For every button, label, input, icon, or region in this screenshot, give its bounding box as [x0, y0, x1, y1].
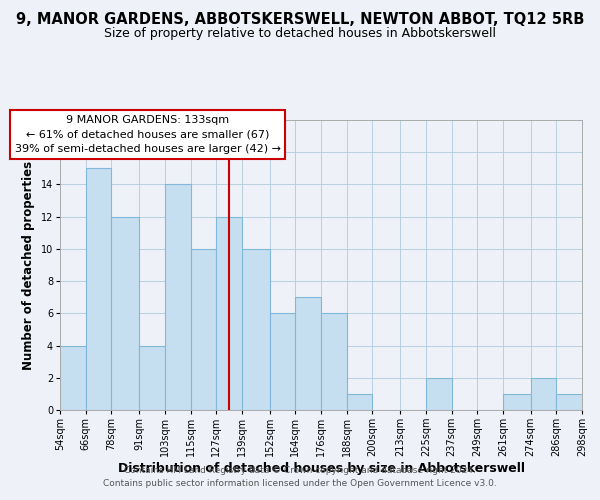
Bar — [347, 394, 373, 410]
Bar — [86, 168, 112, 410]
Bar — [556, 394, 582, 410]
Bar — [191, 249, 216, 410]
Bar — [60, 346, 86, 410]
Text: Size of property relative to detached houses in Abbotskerswell: Size of property relative to detached ho… — [104, 28, 496, 40]
X-axis label: Distribution of detached houses by size in Abbotskerswell: Distribution of detached houses by size … — [118, 462, 524, 475]
Bar — [165, 184, 191, 410]
Bar — [426, 378, 452, 410]
Bar — [295, 297, 321, 410]
Y-axis label: Number of detached properties: Number of detached properties — [22, 160, 35, 370]
Bar — [112, 216, 139, 410]
Bar — [269, 314, 295, 410]
Bar — [530, 378, 556, 410]
Text: 9, MANOR GARDENS, ABBOTSKERSWELL, NEWTON ABBOT, TQ12 5RB: 9, MANOR GARDENS, ABBOTSKERSWELL, NEWTON… — [16, 12, 584, 28]
Text: Contains HM Land Registry data © Crown copyright and database right 2024.
Contai: Contains HM Land Registry data © Crown c… — [103, 466, 497, 487]
Bar — [321, 314, 347, 410]
Bar — [503, 394, 530, 410]
Bar — [216, 216, 242, 410]
Bar — [242, 249, 269, 410]
Bar — [139, 346, 165, 410]
Text: 9 MANOR GARDENS: 133sqm
← 61% of detached houses are smaller (67)
39% of semi-de: 9 MANOR GARDENS: 133sqm ← 61% of detache… — [15, 114, 281, 154]
